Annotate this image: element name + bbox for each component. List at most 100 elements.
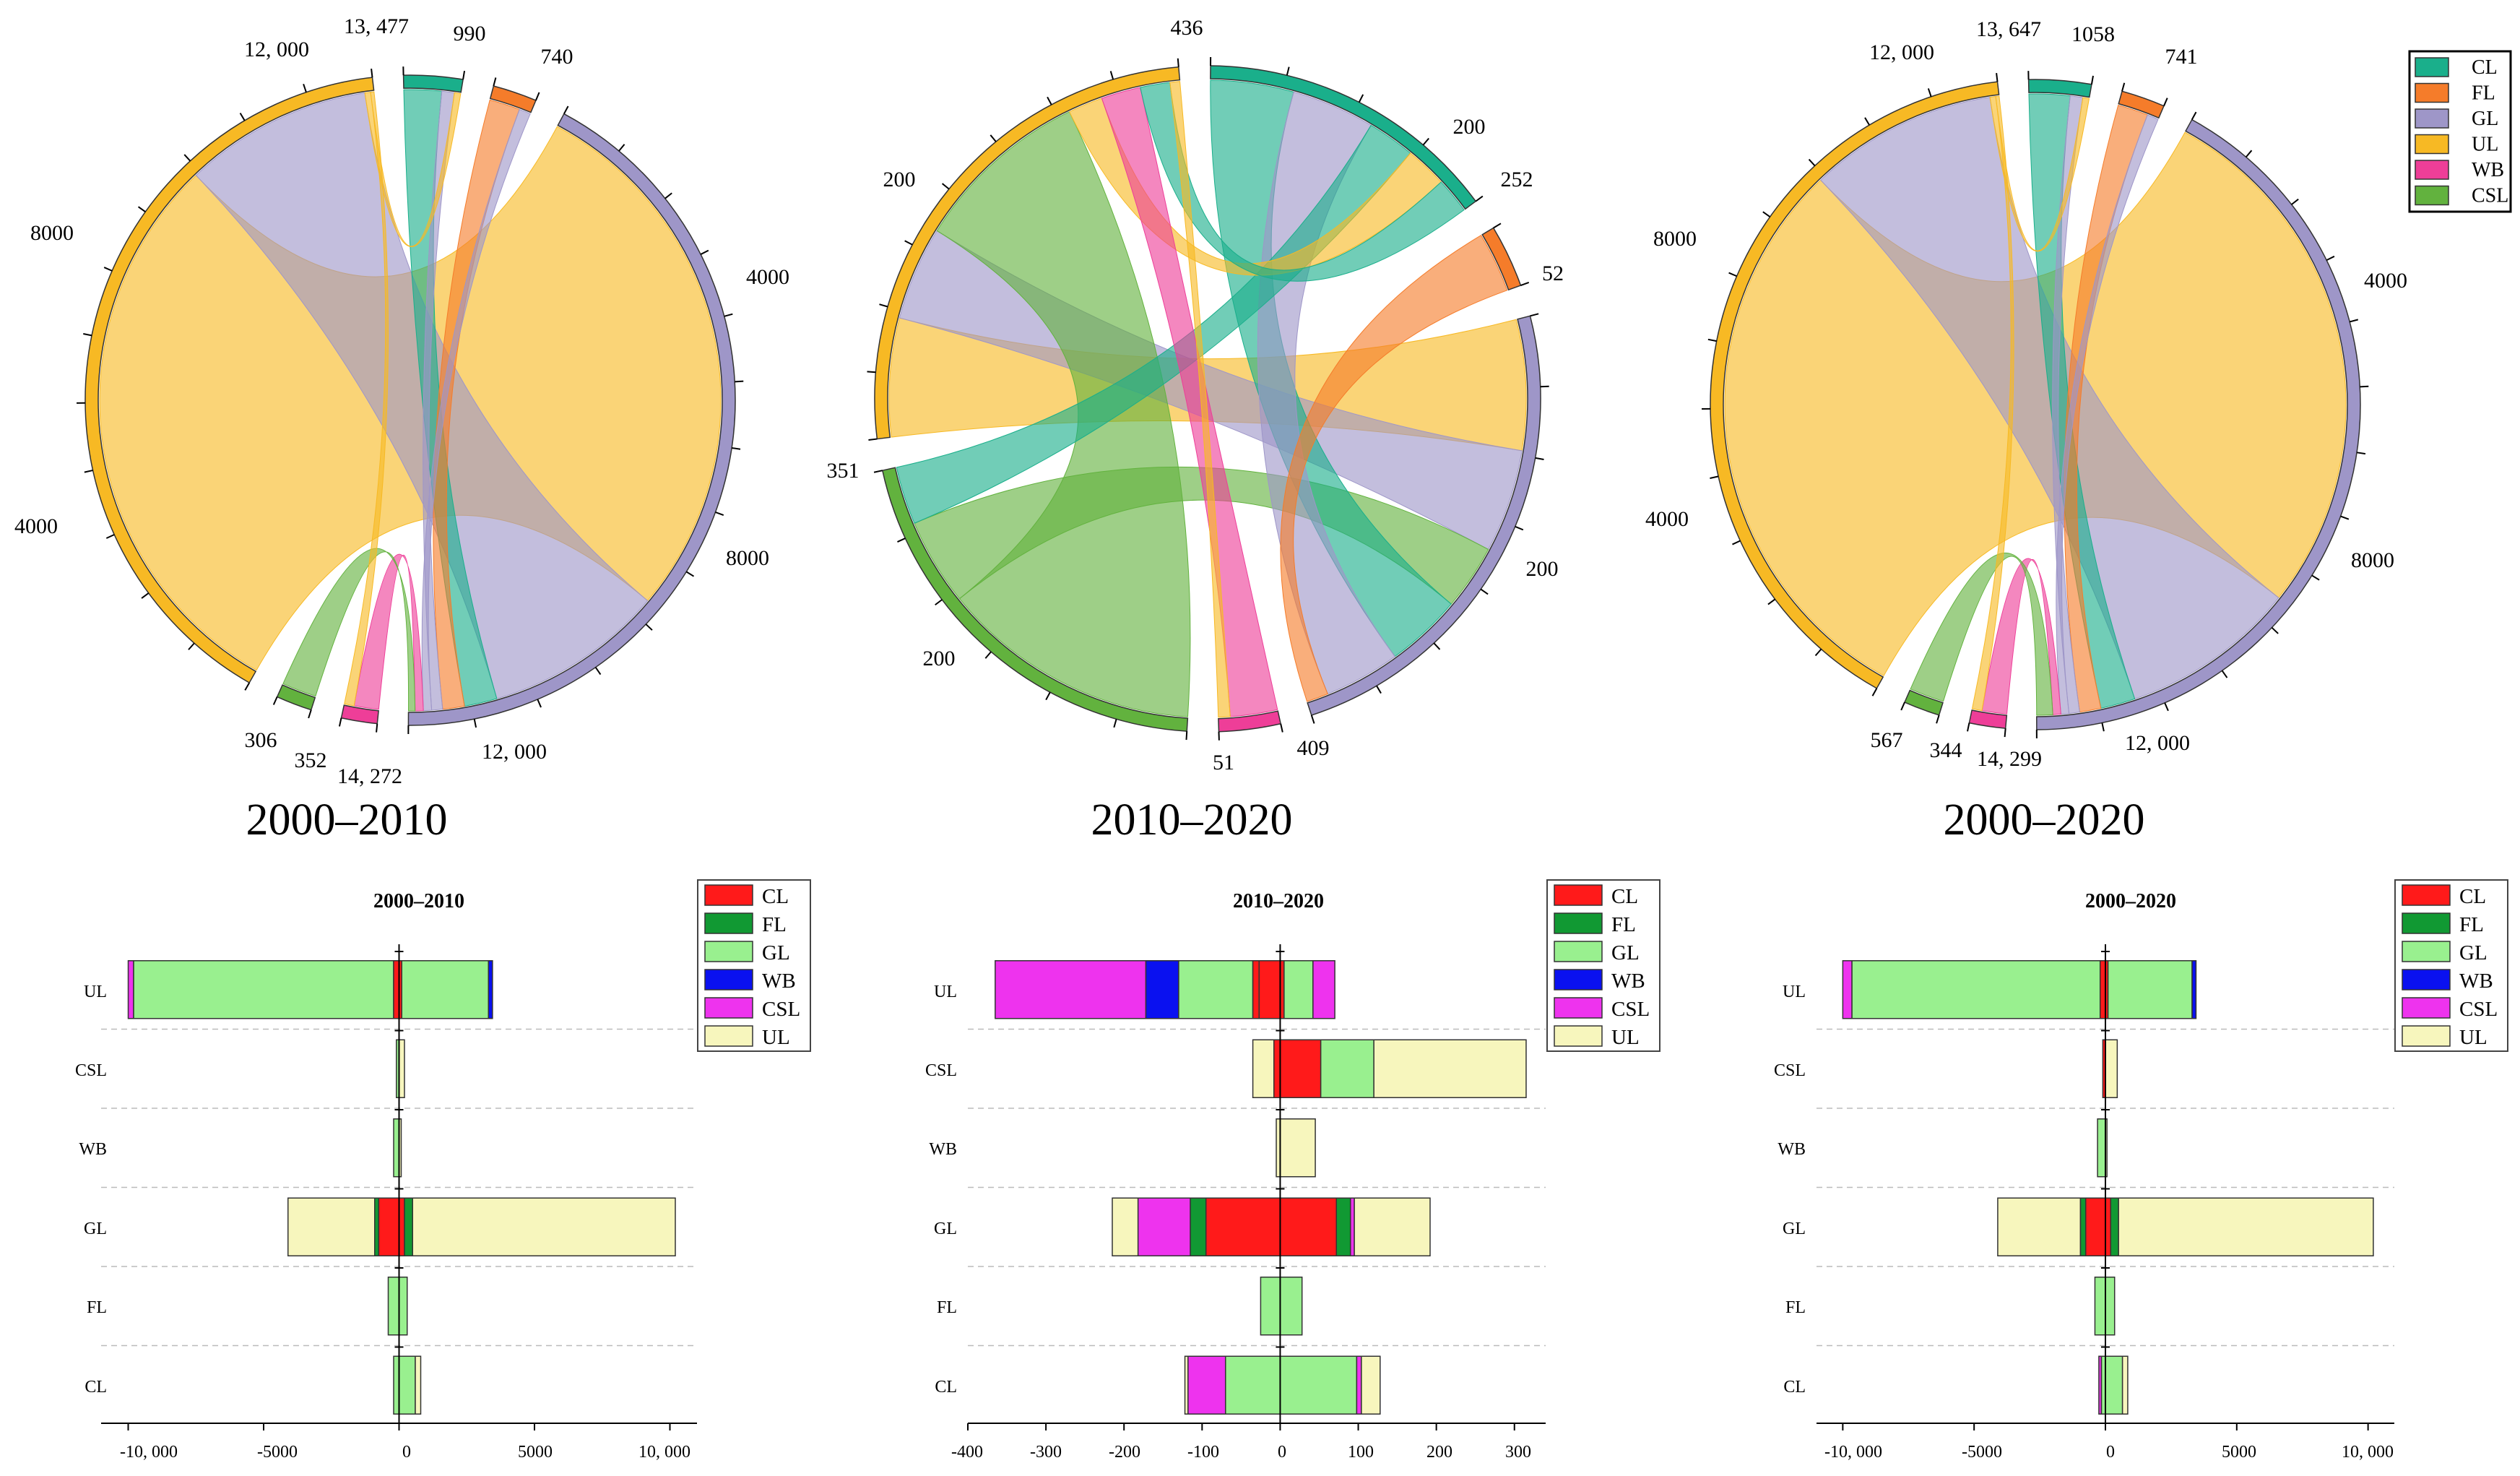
bar-segment-cl-gl — [1225, 1355, 1281, 1415]
legend-label: CL — [1611, 885, 1638, 908]
chord-tick — [2271, 626, 2279, 634]
chord-tick — [1530, 313, 1539, 317]
chord-diagram-2000-2010: 13, 477 990 740 4000 8000 12, 000 14, 27… — [14, 14, 789, 845]
row-label: GL — [84, 1220, 107, 1238]
bar-segment-ul-cl — [1252, 960, 1260, 1019]
bar-segment-ul-cl — [393, 960, 400, 1019]
legend-label: WB — [1611, 970, 1645, 993]
legend-swatch-gl — [704, 941, 753, 962]
chord-tick — [534, 92, 540, 101]
bar-segment-gl-cl — [2084, 1197, 2106, 1256]
legend-swatch-cl — [2402, 884, 2451, 906]
x-tick-label: 300 — [1505, 1443, 1531, 1462]
legend-label: FL — [2459, 913, 2484, 936]
chord-ribbon-fl-gl — [1280, 235, 1508, 702]
bar-segment-gl-ul — [287, 1197, 376, 1256]
legend-swatch-fl — [1554, 912, 1603, 934]
chord-tick — [1475, 195, 1484, 202]
chord-label: 4000 — [1645, 507, 1689, 531]
chord-tick — [371, 69, 373, 78]
chord-tick — [1871, 688, 1878, 696]
bar-segment-csl-cl — [1273, 1039, 1281, 1098]
bar-segment-csl-ul — [1373, 1039, 1527, 1098]
chord-arc-wb — [1218, 710, 1282, 733]
bar-segment-ul-gl — [1178, 960, 1254, 1019]
chord-tick — [700, 249, 709, 255]
bar-segment-fl-gl — [2105, 1277, 2116, 1336]
chord-label: 252 — [1501, 168, 1533, 191]
chord-ribbon-csl-gl — [1910, 553, 2053, 716]
x-tick-label: 0 — [1278, 1443, 1286, 1462]
chord-tick — [685, 571, 695, 577]
chord-label: 14, 272 — [337, 764, 402, 788]
chord-tick — [563, 105, 569, 115]
chord-tick — [2191, 111, 2197, 121]
chord-tick — [376, 723, 378, 733]
chord-arc-fl — [2118, 90, 2165, 119]
bar-segment-wb-ul — [1279, 1118, 1316, 1178]
chord-label: 8000 — [1653, 227, 1697, 251]
row-label: GL — [934, 1220, 957, 1238]
legend-label: CSL — [2472, 185, 2508, 207]
chord-label: 52 — [1542, 262, 1564, 285]
chord-tick — [83, 333, 92, 337]
bar-segment-cl-csl — [1187, 1355, 1226, 1415]
bar-segment-fl-gl — [2094, 1277, 2106, 1336]
chord-tick — [897, 538, 906, 543]
legend-swatch-fl — [2415, 82, 2449, 103]
legend-label: FL — [762, 913, 787, 936]
bar-segment-ul-cl — [2099, 960, 2106, 1019]
chord-tick — [1422, 137, 1429, 146]
chord-tick — [1515, 525, 1524, 531]
chord-tick — [1113, 719, 1117, 728]
chord-tick — [735, 380, 744, 383]
chord-tick — [724, 313, 733, 317]
bar-segment-ul-gl — [2107, 960, 2193, 1019]
chord-tick — [244, 682, 251, 691]
chord-tick — [1732, 540, 1741, 545]
bar-chart-2000-2010: 2000–2010 UL CSL WB GL FL CL -10, 000 -5… — [75, 879, 811, 1462]
chord-legend: CL FL GL UL WB CSL — [2408, 50, 2512, 213]
row-label: UL — [934, 983, 957, 1001]
row-label: FL — [937, 1298, 957, 1317]
chord-tick — [1286, 66, 1290, 76]
chord-tick — [1927, 88, 1932, 98]
chord-tick — [879, 303, 888, 308]
chord-tick — [1433, 642, 1441, 650]
chord-tick — [2340, 515, 2350, 520]
chord-tick — [537, 699, 542, 708]
chord-tick — [2004, 728, 2006, 738]
x-tick-label: 5000 — [2222, 1443, 2256, 1462]
legend-label: GL — [2472, 108, 2498, 130]
bar-segment-gl-ul — [2118, 1197, 2374, 1256]
legend-label: UL — [2472, 134, 2498, 156]
chord-tick — [1177, 58, 1179, 67]
bar-segment-cl-ul — [1361, 1355, 1381, 1415]
chord-tick — [645, 623, 653, 631]
x-tick-label: -100 — [1187, 1443, 1219, 1462]
chord-arc-cl — [1210, 65, 1477, 210]
bar-segment-ul-gl — [401, 960, 489, 1019]
bar-legend: CL FL GL WB CSL UL — [2394, 879, 2508, 1052]
chord-arc-ul — [1710, 81, 2000, 689]
chord-arc-wb — [340, 704, 379, 725]
x-tick-label: 0 — [402, 1443, 411, 1462]
bar-segment-csl-ul — [2105, 1039, 2118, 1098]
bar-segment-cl-gl — [398, 1355, 416, 1415]
bar-segment-gl-cl — [378, 1197, 400, 1256]
x-tick-label: -200 — [1109, 1443, 1140, 1462]
legend-label: GL — [762, 941, 790, 964]
legend-swatch-gl — [1554, 941, 1603, 962]
legend-swatch-cl — [2415, 57, 2449, 77]
bar-segment-gl-fl — [2079, 1197, 2087, 1256]
chord-tick — [239, 112, 246, 121]
legend-label: WB — [2459, 970, 2493, 993]
row-label: CL — [935, 1378, 957, 1397]
legend-swatch-ul — [1554, 1025, 1603, 1047]
chord-tick — [1996, 73, 1999, 82]
legend-label: GL — [1611, 941, 1640, 964]
chord-label: 4000 — [14, 514, 58, 538]
chord-tick — [308, 709, 312, 719]
chord-label: 8000 — [726, 546, 769, 570]
chord-tick — [867, 371, 876, 374]
